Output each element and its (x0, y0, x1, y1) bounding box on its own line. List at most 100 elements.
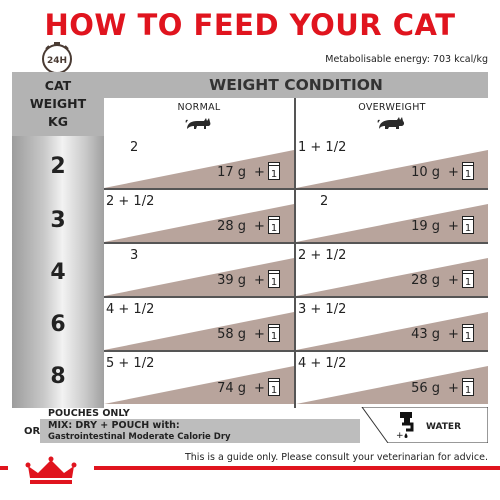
can-count: 1 (271, 169, 277, 180)
plus-sign: + (254, 273, 265, 288)
normal-cell: 3 39 g + 1 (104, 244, 294, 296)
overweight-pouch-count: 2 (320, 194, 329, 209)
normal-grams: 58 g (217, 327, 246, 342)
weight-value: 8 (50, 364, 66, 389)
plus-sign: + (254, 165, 265, 180)
water-label: WATER (426, 422, 462, 432)
normal-pouch-count: 4 + 1/2 (106, 302, 155, 317)
weight-value: 6 (50, 312, 66, 337)
can-count: 1 (271, 223, 277, 234)
normal-cell: 4 + 1/2 58 g + 1 (104, 298, 294, 350)
overweight-pouch-count: 3 + 1/2 (298, 302, 347, 317)
band-shape (104, 366, 294, 404)
normal-header: NORMAL (104, 98, 294, 136)
can-count: 1 (271, 331, 277, 342)
overweight-cell: 2 19 g + 1 (296, 190, 488, 242)
overweight-label: OVERWEIGHT (358, 102, 426, 113)
overweight-pouch-count: 2 + 1/2 (298, 248, 347, 263)
can-icon: 1 (462, 270, 474, 288)
can-count: 1 (465, 223, 471, 234)
can-count: 1 (465, 277, 471, 288)
overweight-grams: 10 g (411, 165, 440, 180)
svg-text:+: + (396, 431, 404, 440)
cat-overweight-icon (377, 117, 405, 129)
normal-grams: 74 g (217, 381, 246, 396)
mix-box (40, 419, 360, 443)
normal-cell: 2 17 g + 1 (104, 136, 294, 188)
cat-weight-header (12, 72, 104, 136)
normal-pouch-count: 2 + 1/2 (106, 194, 155, 209)
water-panel (361, 407, 488, 443)
overweight-grams: 43 g (411, 327, 440, 342)
band-shape (296, 366, 488, 404)
cat-weight-label-1: CAT (44, 78, 72, 93)
clock-24h-icon: 24H (42, 42, 72, 74)
can-icon: 1 (268, 216, 280, 234)
can-icon: 1 (268, 378, 280, 396)
weight-value: 3 (50, 208, 66, 233)
page-title: HOW TO FEED YOUR CAT (44, 8, 456, 42)
can-icon: 1 (268, 324, 280, 342)
band-shape (296, 312, 488, 350)
plus-sign: + (254, 219, 265, 234)
band-shape (104, 150, 294, 188)
clock-label: 24H (47, 56, 67, 66)
normal-pouch-count: 5 + 1/2 (106, 356, 155, 371)
weight-value: 2 (50, 154, 66, 179)
weight-value: 4 (50, 260, 66, 285)
can-count: 1 (465, 385, 471, 396)
band-shape (104, 312, 294, 350)
pouches-only-label: POUCHES ONLY (48, 408, 130, 419)
plus-sign: + (448, 165, 459, 180)
overweight-header: OVERWEIGHT (296, 98, 488, 136)
band-shape (296, 204, 488, 242)
overweight-pouch-count: 4 + 1/2 (298, 356, 347, 371)
royal-canin-logo (8, 448, 94, 494)
row-divider (104, 296, 488, 298)
energy-text: Metabolisable energy: 703 kcal/kg (325, 54, 488, 65)
plus-sign: + (448, 219, 459, 234)
overweight-grams: 19 g (411, 219, 440, 234)
water-tap-icon: + (396, 412, 414, 440)
overweight-grams: 28 g (411, 273, 440, 288)
row-divider (104, 242, 488, 244)
normal-label: NORMAL (177, 102, 221, 113)
row-divider (104, 350, 488, 352)
overweight-cell: 2 + 1/2 28 g + 1 (296, 244, 488, 296)
row-divider (104, 188, 488, 190)
cat-normal-icon (185, 118, 211, 129)
weight-condition-label: WEIGHT CONDITION (209, 76, 383, 94)
can-icon: 1 (268, 270, 280, 288)
normal-grams: 39 g (217, 273, 246, 288)
can-icon: 1 (462, 216, 474, 234)
can-count: 1 (465, 169, 471, 180)
can-icon: 1 (462, 162, 474, 180)
normal-cell: 5 + 1/2 74 g + 1 (104, 352, 294, 404)
band-shape (296, 258, 488, 296)
cat-weight-label-3: KG (48, 114, 68, 129)
overweight-pouch-count: 1 + 1/2 (298, 140, 347, 155)
mix-line-1: MIX: DRY + POUCH with: (48, 420, 180, 431)
plus-sign: + (448, 273, 459, 288)
overweight-grams: 56 g (411, 381, 440, 396)
weight-condition-header: WEIGHT CONDITION (104, 72, 488, 98)
feeding-table: CAT WEIGHT KG WEIGHT CONDITION NORMAL OV… (12, 72, 488, 408)
overweight-cell: 1 + 1/2 10 g + 1 (296, 136, 488, 188)
can-icon: 1 (268, 162, 280, 180)
band-shape (296, 150, 488, 188)
normal-grams: 17 g (217, 165, 246, 180)
can-icon: 1 (462, 324, 474, 342)
band-shape (104, 258, 294, 296)
can-icon: 1 (462, 378, 474, 396)
column-separator (294, 98, 296, 408)
cat-weight-label-2: WEIGHT (29, 96, 87, 111)
can-count: 1 (271, 277, 277, 288)
normal-pouch-count: 3 (130, 248, 139, 263)
plus-sign: + (448, 381, 459, 396)
disclaimer-text: This is a guide only. Please consult you… (184, 452, 488, 463)
plus-sign: + (254, 327, 265, 342)
mix-line-2: Gastrointestinal Moderate Calorie Dry (48, 432, 231, 442)
normal-cell: 2 + 1/2 28 g + 1 (104, 190, 294, 242)
or-label: OR (24, 426, 41, 437)
plus-sign: + (448, 327, 459, 342)
